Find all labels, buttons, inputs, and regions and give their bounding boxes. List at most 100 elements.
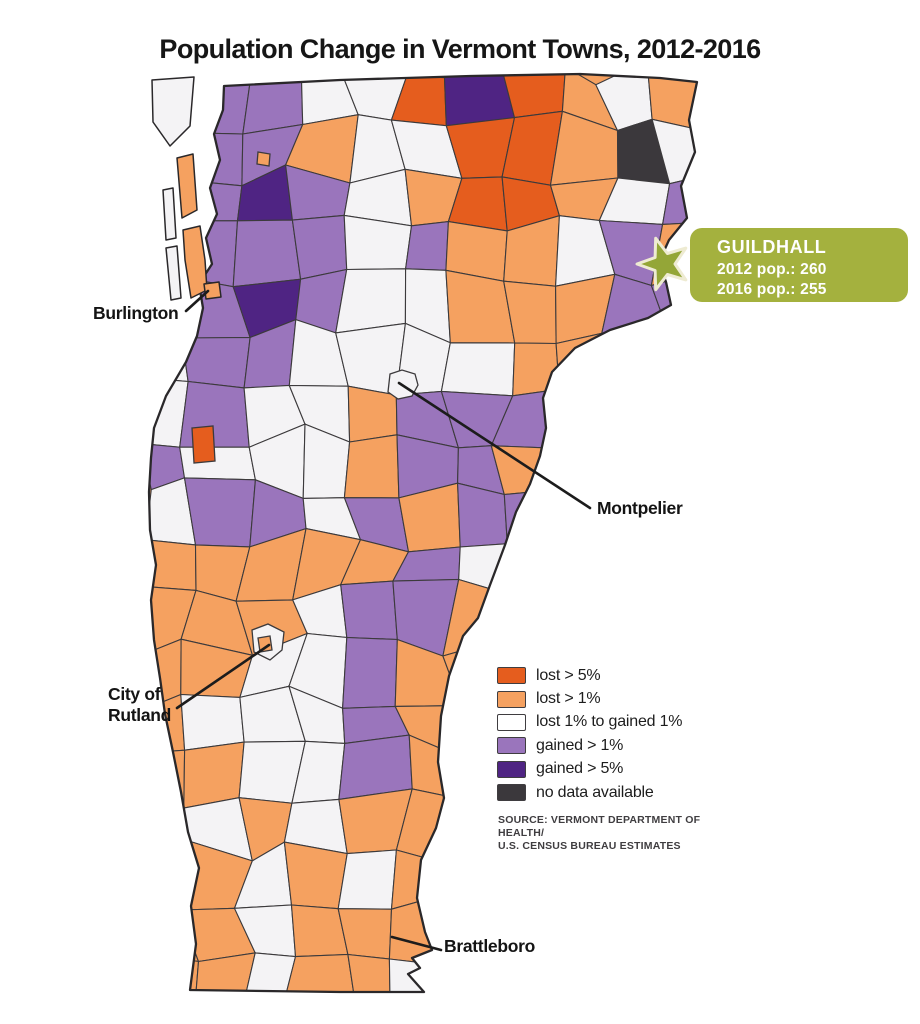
town-special bbox=[191, 425, 216, 464]
legend-swatch bbox=[497, 713, 526, 731]
legend-label: gained > 5% bbox=[536, 760, 624, 778]
town-cell bbox=[605, 431, 668, 501]
town-cell bbox=[546, 550, 607, 594]
town-cell bbox=[499, 591, 570, 638]
town-mosaic bbox=[149, 74, 697, 992]
island bbox=[151, 76, 195, 147]
legend-label: no data available bbox=[536, 783, 654, 801]
legend-item: lost 1% to gained 1% bbox=[497, 711, 683, 734]
town-cell bbox=[180, 693, 245, 751]
legend-label: lost > 5% bbox=[536, 666, 601, 684]
town-special bbox=[257, 635, 273, 653]
town-cell bbox=[442, 955, 517, 992]
town-cell bbox=[445, 795, 502, 866]
town-cell bbox=[555, 897, 619, 954]
town-cell bbox=[499, 543, 570, 593]
town-cell bbox=[404, 220, 449, 271]
burlington-line bbox=[184, 289, 210, 313]
legend-swatch bbox=[497, 667, 526, 685]
town-cell bbox=[601, 582, 670, 639]
legend-item: lost > 1% bbox=[497, 687, 682, 710]
town-cell bbox=[453, 705, 497, 756]
callout-pop-2012: 2012 pop.: 260 bbox=[717, 261, 827, 278]
rutland-line bbox=[175, 643, 271, 710]
town-cell bbox=[149, 838, 184, 914]
source-line-1: SOURCE: VERMONT DEPARTMENT OF HEALTH/ bbox=[498, 814, 701, 839]
town-cell bbox=[448, 844, 504, 899]
legend: lost > 5% lost > 1% lost 1% to gained 1% ga… bbox=[497, 664, 683, 804]
page-title: Population Change in Vermont Towns, 2012… bbox=[159, 34, 761, 65]
legend-item: no data available bbox=[497, 781, 682, 804]
legend-swatch bbox=[497, 760, 526, 778]
town-cell bbox=[595, 372, 668, 438]
brattleboro-line bbox=[390, 935, 443, 952]
montpelier-line bbox=[397, 381, 592, 510]
callout-pop-2016: 2016 pop.: 255 bbox=[717, 281, 827, 298]
town-cell bbox=[512, 342, 560, 397]
town-cell bbox=[650, 536, 697, 605]
legend-swatch bbox=[497, 737, 526, 755]
town-cell bbox=[283, 953, 358, 992]
legend-label: lost > 1% bbox=[536, 690, 601, 708]
city-label-brattleboro: Brattleboro bbox=[444, 936, 536, 956]
town-cell bbox=[189, 74, 254, 135]
town-cell bbox=[283, 841, 348, 910]
guildhall-callout: GUILDHALL 2012 pop.: 260 2016 pop.: 255 bbox=[690, 228, 908, 302]
island bbox=[182, 225, 208, 299]
town-cell bbox=[337, 849, 398, 910]
town-cell bbox=[239, 952, 297, 992]
city-label-rutland: City of Rutland bbox=[108, 684, 172, 725]
town-cell bbox=[343, 434, 400, 499]
island bbox=[165, 245, 182, 301]
town-cell bbox=[653, 953, 697, 992]
town-cell bbox=[440, 342, 516, 397]
town-cell bbox=[179, 380, 250, 448]
town-cell bbox=[232, 219, 302, 288]
island bbox=[162, 187, 177, 241]
town-cell bbox=[149, 539, 197, 591]
town-cell bbox=[149, 749, 186, 809]
guildhall-star-icon bbox=[635, 236, 688, 292]
town-cell bbox=[662, 436, 697, 501]
town-cell bbox=[657, 374, 697, 448]
town-cell bbox=[408, 734, 456, 797]
island bbox=[176, 153, 198, 219]
source-note: SOURCE: VERMONT DEPARTMENT OF HEALTH/ U.… bbox=[498, 814, 728, 853]
town-cell bbox=[651, 118, 697, 185]
town-cell bbox=[347, 385, 398, 443]
town-cell bbox=[347, 953, 391, 992]
town-cell bbox=[183, 477, 256, 548]
town-special bbox=[256, 151, 271, 167]
town-cell bbox=[543, 372, 607, 449]
town-cell bbox=[443, 74, 516, 127]
town-cell bbox=[504, 951, 565, 992]
source-line-2: U.S. CENSUS BUREAU ESTIMATES bbox=[498, 840, 681, 852]
town-cell bbox=[602, 847, 668, 915]
town-cell bbox=[597, 539, 661, 605]
town-cell bbox=[657, 318, 697, 376]
town-cell bbox=[340, 580, 398, 641]
town-cell bbox=[335, 268, 407, 334]
town-cell bbox=[291, 214, 348, 280]
city-label-burlington: Burlington bbox=[93, 303, 179, 323]
town-cell bbox=[149, 952, 200, 992]
town-cell bbox=[179, 446, 257, 481]
legend-swatch bbox=[497, 690, 526, 708]
town-cell bbox=[548, 946, 619, 992]
legend-item: lost > 5% bbox=[497, 664, 682, 687]
city-label-montpelier: Montpelier bbox=[597, 498, 683, 518]
town-cell bbox=[242, 74, 304, 135]
town-cell bbox=[149, 909, 200, 963]
legend-label: gained > 1% bbox=[536, 736, 624, 754]
island bbox=[203, 281, 222, 300]
legend-swatch bbox=[497, 784, 526, 802]
legend-item: gained > 1% bbox=[497, 734, 682, 757]
town-cell bbox=[193, 952, 256, 992]
town-cell bbox=[338, 734, 413, 801]
callout-town-name: GUILDHALL bbox=[717, 237, 827, 257]
town-cell bbox=[563, 582, 606, 634]
town-cell bbox=[659, 578, 697, 646]
town-cell bbox=[445, 745, 497, 810]
